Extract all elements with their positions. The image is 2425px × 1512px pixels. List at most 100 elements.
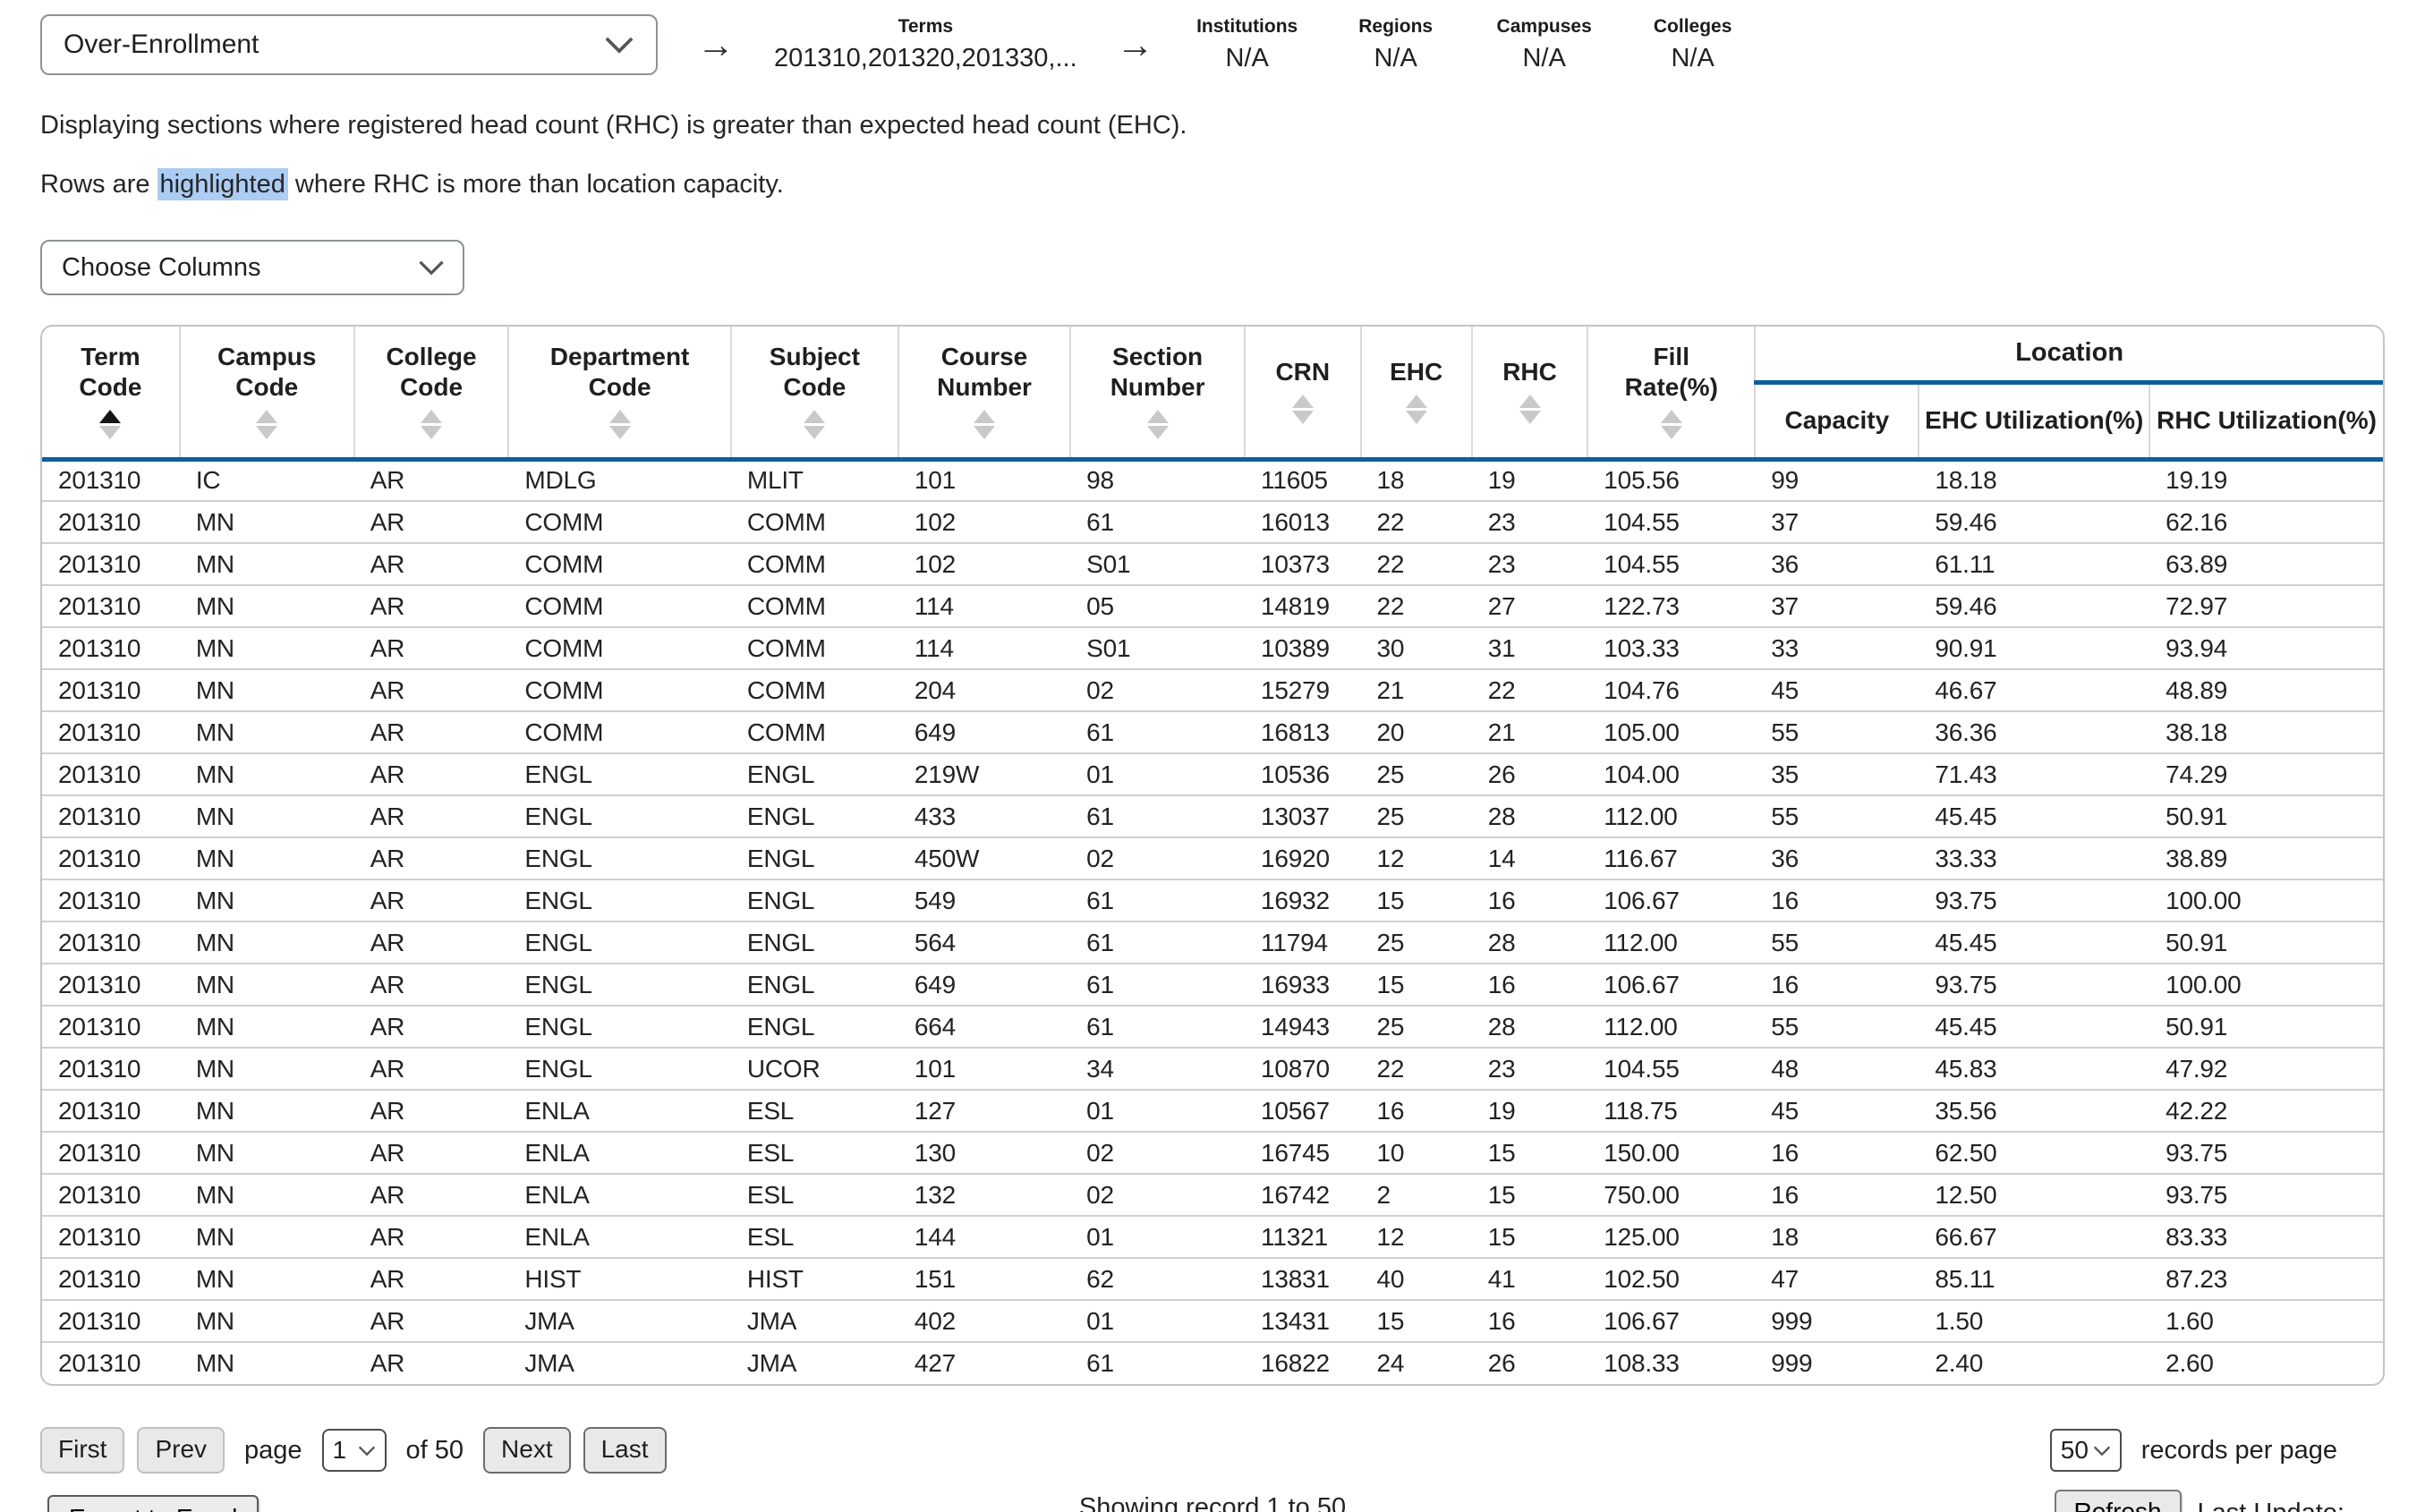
choose-columns-select[interactable]: Choose Columns: [40, 240, 464, 295]
table-cell: MN: [179, 1173, 354, 1216]
table-cell: 26: [1471, 1341, 1588, 1384]
column-header[interactable]: Campus Code: [179, 327, 355, 462]
table-cell: 19.19: [2165, 466, 2228, 495]
showing-line-1: Showing record 1 to 50: [1078, 1493, 1347, 1512]
sort-icon: [184, 409, 350, 439]
table-cell: ENGL: [730, 1005, 898, 1048]
export-to-excel-button[interactable]: Export to Excel: [47, 1495, 260, 1512]
table-cell: 19: [1471, 1089, 1588, 1132]
sort-icon: [359, 409, 505, 439]
table-cell: 100.00: [2149, 963, 2383, 1006]
first-page-button[interactable]: First: [40, 1427, 125, 1474]
choose-columns-label: Choose Columns: [62, 252, 261, 282]
location-column-header[interactable]: RHC Utilization(%): [2149, 382, 2383, 462]
table-cell: 2.40: [1919, 1341, 2150, 1384]
sort-icon: [1075, 409, 1240, 439]
table-row: 201310 MN AR ENGL ENGL 564 61 11794 25 28 112.00 55…: [42, 921, 2383, 964]
column-header[interactable]: Subject Code: [730, 327, 899, 462]
location-column-header[interactable]: Capacity: [1755, 382, 1920, 462]
sort-icon: [46, 409, 175, 439]
table-cell: ENGL: [508, 1005, 731, 1048]
table-cell: MN: [179, 710, 354, 753]
sort-icon: [1249, 394, 1356, 424]
column-header[interactable]: RHC: [1471, 327, 1589, 462]
table-cell: 31: [1471, 626, 1588, 669]
table-cell: 55: [1755, 921, 1919, 964]
table-cell: ENLA: [508, 1089, 731, 1132]
table-cell: ENGL: [730, 879, 898, 922]
table-cell: 104.55: [1587, 542, 1756, 585]
table-cell: HIST: [730, 1257, 898, 1300]
table-cell: 102: [898, 500, 1071, 543]
location-group-header: Location: [1755, 327, 2383, 385]
table-cell: 20: [1360, 710, 1472, 753]
breadcrumb-regions: Regions N/A: [1342, 16, 1450, 73]
table-cell: 22: [1360, 500, 1472, 543]
column-header[interactable]: College Code: [353, 327, 510, 462]
table-cell: 2.60: [2149, 1341, 2383, 1384]
table-cell: S01: [1070, 542, 1246, 585]
table-cell: AR: [353, 921, 509, 964]
table-cell: AR: [353, 584, 509, 627]
table-row: 201310 MN AR HIST HIST 151 62 13831 40 41 102.50 47…: [42, 1257, 2383, 1300]
records-per-page: 50 records per page: [2049, 1429, 2344, 1472]
table-cell: 45: [1755, 668, 1919, 711]
table-cell: 61.11: [1919, 542, 2150, 585]
page-select[interactable]: 1: [321, 1429, 387, 1472]
column-header[interactable]: Course Number: [898, 327, 1072, 462]
table-cell: 201310: [42, 794, 180, 837]
refresh-button[interactable]: Refresh: [2054, 1490, 2182, 1512]
pagination-bar: First Prev page 1 of 50 Next Last 50 rec…: [40, 1427, 2385, 1474]
table-cell: 15: [1471, 1173, 1588, 1216]
table-cell: 25: [1360, 794, 1472, 837]
table-cell: 45.45: [1919, 1005, 2150, 1048]
last-page-button[interactable]: Last: [583, 1427, 667, 1474]
table-cell: 16: [1471, 963, 1588, 1006]
table-row: 201310 MN AR ENGL ENGL 219W 01 10536 25 26 104.00 3…: [42, 752, 2383, 795]
table-cell: 74.29: [2149, 752, 2383, 795]
pager-controls: First Prev page 1 of 50 Next Last: [40, 1427, 667, 1474]
table-cell: 112.00: [1587, 794, 1756, 837]
table-cell: 10567: [1245, 1089, 1361, 1132]
table-cell: 15279: [1245, 668, 1361, 711]
table-cell: 201310: [42, 1047, 180, 1090]
column-header[interactable]: Fill Rate(%): [1587, 327, 1757, 462]
table-cell: MN: [179, 752, 354, 795]
over-enrollment-table: Term Code Campus Code College Code Department C…: [40, 325, 2385, 1386]
column-header[interactable]: EHC: [1360, 327, 1473, 462]
table-cell: ESL: [730, 1089, 898, 1132]
report-select[interactable]: Over-Enrollment: [40, 14, 658, 75]
table-cell: JMA: [508, 1341, 731, 1384]
sort-icon: [1476, 394, 1583, 424]
page-count-label: of 50: [405, 1435, 464, 1465]
table-cell: 108.33: [1587, 1341, 1756, 1384]
table-cell: 433: [898, 794, 1071, 837]
table-cell: 48.89: [2149, 668, 2383, 711]
table-cell: 01: [1070, 752, 1246, 795]
table-cell: 151: [898, 1257, 1071, 1300]
location-column-header[interactable]: EHC Utilization(%): [1919, 382, 2151, 462]
table-cell: ENGL: [508, 1047, 731, 1090]
prev-page-button[interactable]: Prev: [137, 1427, 225, 1474]
table-cell: 50.91: [2149, 794, 2383, 837]
table-cell: MN: [179, 1089, 354, 1132]
table-cell: 01: [1070, 1089, 1246, 1132]
column-header[interactable]: CRN: [1245, 327, 1362, 462]
chevron-down-icon: [2093, 1446, 2110, 1456]
table-cell: 02: [1070, 837, 1246, 879]
table-cell: 34: [1070, 1047, 1246, 1090]
table-cell: 28: [1471, 921, 1588, 964]
colleges-value: N/A: [1671, 44, 1715, 72]
table-cell: 132: [898, 1173, 1071, 1216]
table-cell: 18: [1376, 466, 1405, 495]
column-header[interactable]: Term Code: [42, 327, 181, 462]
table-cell: COMM: [508, 500, 731, 543]
next-page-button[interactable]: Next: [483, 1427, 571, 1474]
table-cell: 10373: [1245, 542, 1361, 585]
records-per-page-select[interactable]: 50: [2049, 1429, 2122, 1472]
table-cell: 112.00: [1587, 1005, 1756, 1048]
column-header[interactable]: Section Number: [1070, 327, 1247, 462]
table-cell: 61: [1070, 921, 1246, 964]
column-header[interactable]: Department Code: [508, 327, 732, 462]
table-cell: 16932: [1245, 879, 1361, 922]
